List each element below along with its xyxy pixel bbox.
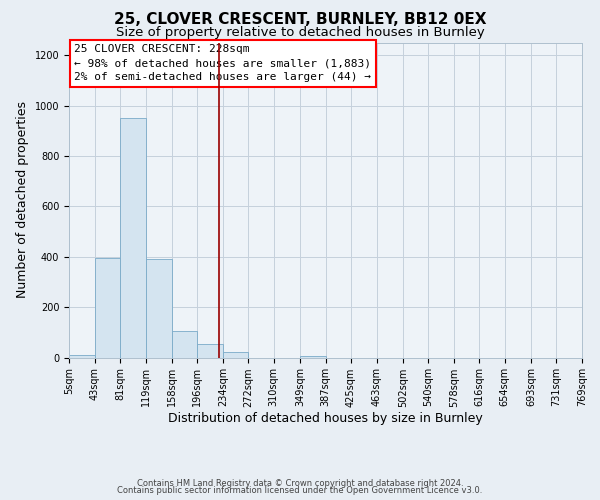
Bar — [120, 118, 146, 358]
Bar — [197, 344, 223, 357]
Text: 25, CLOVER CRESCENT, BURNLEY, BB12 0EX: 25, CLOVER CRESCENT, BURNLEY, BB12 0EX — [114, 12, 486, 28]
Text: Size of property relative to detached houses in Burnley: Size of property relative to detached ho… — [116, 26, 484, 39]
Bar — [223, 352, 248, 358]
Text: Contains public sector information licensed under the Open Government Licence v3: Contains public sector information licen… — [118, 486, 482, 495]
Bar — [95, 258, 120, 358]
Text: Contains HM Land Registry data © Crown copyright and database right 2024.: Contains HM Land Registry data © Crown c… — [137, 478, 463, 488]
Text: 25 CLOVER CRESCENT: 228sqm
← 98% of detached houses are smaller (1,883)
2% of se: 25 CLOVER CRESCENT: 228sqm ← 98% of deta… — [74, 44, 371, 82]
Bar — [146, 259, 172, 358]
Bar — [69, 355, 95, 358]
Y-axis label: Number of detached properties: Number of detached properties — [16, 102, 29, 298]
Bar — [172, 331, 197, 357]
Bar — [300, 356, 326, 358]
X-axis label: Distribution of detached houses by size in Burnley: Distribution of detached houses by size … — [168, 412, 483, 426]
